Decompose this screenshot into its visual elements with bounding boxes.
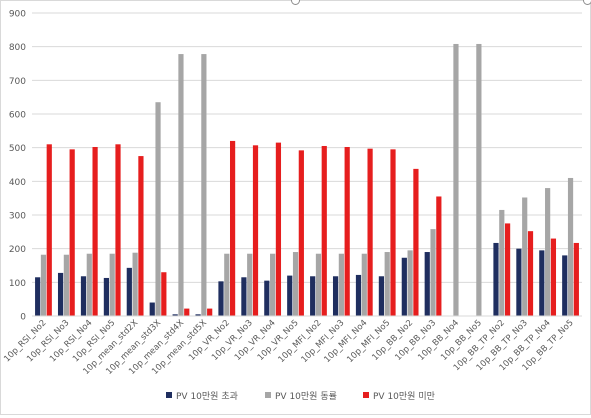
bar (355, 274, 362, 316)
bar (292, 252, 299, 316)
y-tick-label: 800 (9, 43, 26, 53)
bar (453, 43, 459, 317)
bar (178, 54, 184, 316)
bar (476, 43, 482, 317)
bar (218, 281, 224, 316)
bar (539, 250, 545, 316)
bar (229, 140, 236, 316)
bar (207, 308, 213, 316)
y-tick-label: 400 (9, 178, 26, 188)
bar (298, 150, 304, 316)
bar (321, 145, 327, 316)
bar (69, 149, 75, 316)
y-tick-label: 600 (9, 111, 26, 121)
bar (522, 197, 528, 316)
y-tick-label: 300 (9, 212, 26, 222)
bar (384, 252, 390, 316)
y-tick-label: 500 (9, 144, 26, 154)
y-tick-label: 0 (20, 313, 26, 323)
bar (46, 144, 52, 316)
bar (115, 144, 121, 316)
bar (493, 242, 499, 316)
bar (545, 188, 551, 316)
bar (35, 277, 41, 316)
bar (103, 277, 110, 316)
bar (332, 276, 339, 316)
bar (224, 253, 230, 316)
y-tick-label: 200 (9, 245, 26, 255)
bar (424, 252, 430, 316)
bar (310, 276, 316, 316)
bar (201, 54, 207, 316)
y-tick-label: 700 (9, 77, 26, 87)
bar (132, 252, 138, 316)
bar (264, 280, 270, 316)
bar (161, 272, 167, 316)
resize-handle-top-center[interactable] (291, 0, 300, 5)
bar (499, 209, 505, 316)
bar (516, 248, 522, 316)
bar (430, 229, 436, 316)
bar (149, 302, 155, 316)
bar (378, 276, 385, 316)
bar (92, 146, 98, 316)
legend-label: PV 10만원 초과 (176, 391, 238, 402)
bar (63, 254, 69, 316)
bar (573, 242, 579, 316)
resize-handle-top-right[interactable] (583, 0, 591, 5)
bar (138, 156, 144, 316)
bar (361, 253, 367, 316)
bar (155, 102, 161, 316)
bar (315, 253, 322, 316)
bar (126, 267, 132, 316)
bar (413, 168, 419, 316)
legend-label: PV 10만원 미만 (373, 391, 435, 402)
bar (401, 257, 407, 316)
y-tick-label: 900 (9, 10, 26, 20)
bar (367, 148, 373, 316)
bar (252, 145, 259, 316)
bar (247, 253, 253, 316)
bar (567, 177, 574, 316)
bar (86, 253, 92, 316)
y-tick-label: 100 (9, 279, 26, 289)
bar (241, 277, 247, 316)
bar (172, 314, 178, 316)
legend-swatch (363, 392, 369, 398)
bar (562, 255, 568, 316)
bar (195, 314, 201, 316)
bar (40, 254, 47, 316)
bar (57, 272, 64, 316)
bar (527, 231, 534, 316)
bar (407, 250, 413, 316)
bar (270, 253, 276, 316)
legend-swatch (166, 392, 172, 398)
bar (436, 196, 442, 316)
bar (550, 238, 557, 316)
bar (390, 149, 396, 316)
legend-swatch (265, 392, 271, 398)
bar (287, 275, 293, 316)
bar (504, 223, 511, 316)
bar (109, 253, 115, 316)
bar (275, 142, 282, 316)
bar (80, 276, 87, 316)
bar (344, 146, 350, 316)
bar (338, 253, 344, 316)
legend-label: PV 10만원 동률 (275, 391, 337, 402)
bar (184, 308, 190, 316)
